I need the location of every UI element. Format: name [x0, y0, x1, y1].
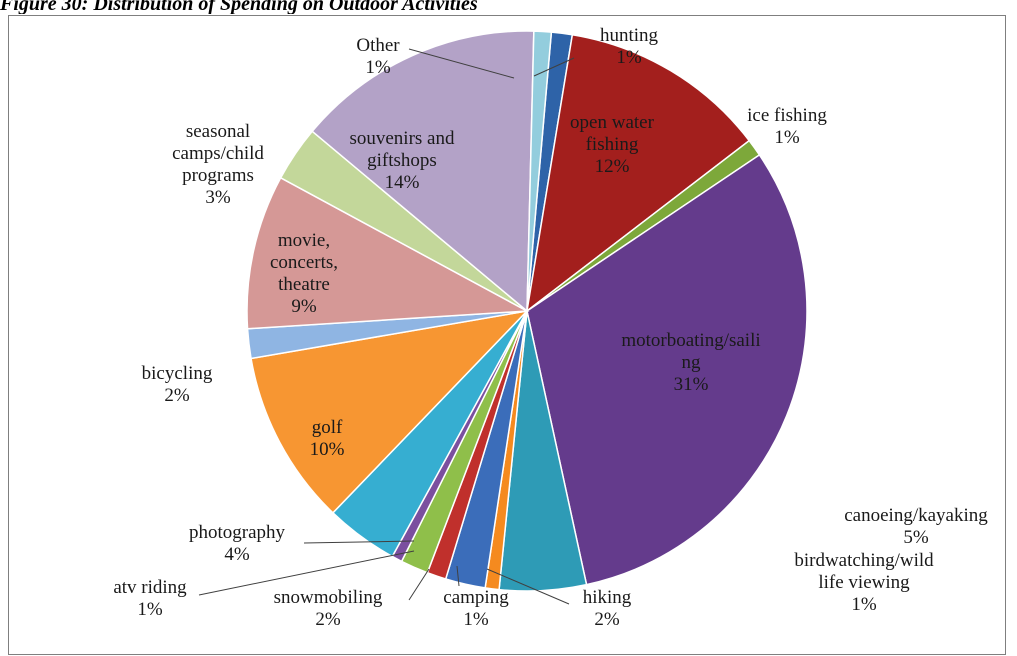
slice-label-11: golf 10% [310, 417, 345, 460]
slice-percent: 5% [903, 527, 929, 548]
slice-percent: 14% [385, 172, 420, 193]
pie-slice-3 [526, 153, 808, 586]
slice-label-text: hiking [583, 587, 632, 608]
slice-label-text: giftshops [367, 150, 437, 171]
slice-percent: 1% [365, 57, 391, 78]
slice-labels: hunting 1%open water fishing 12%ice fishing… [113, 25, 988, 630]
slice-label-text: souvenirs and [349, 128, 455, 149]
figure-caption: Figure 30: Distribution of Spending on O… [0, 0, 478, 14]
slice-label-12: bicycling 2% [142, 363, 213, 406]
slice-label-9: atv riding 1% [113, 577, 187, 620]
slice-percent: 4% [224, 544, 250, 565]
slice-percent: 1% [774, 127, 800, 148]
slice-label-text: motorboating/saili [621, 330, 760, 351]
slice-label-text: birdwatching/wild [794, 550, 934, 571]
leader-line-8 [408, 568, 430, 601]
slice-label-text: camping [443, 587, 509, 608]
pie-slice-1 [525, 33, 751, 313]
slice-label-14: seasonal camps/child programs 3% [172, 121, 264, 208]
slice-percent: 9% [291, 296, 317, 317]
pie-slice-13 [246, 176, 530, 330]
slice-label-0: hunting 1% [600, 25, 659, 68]
slice-percent: 31% [674, 374, 709, 395]
slice-label-text: programs [182, 165, 254, 186]
leader-line-16 [408, 48, 515, 79]
slice-percent: 3% [205, 187, 231, 208]
slice-percent: 10% [310, 439, 345, 460]
slice-label-text: Other [356, 35, 400, 56]
slice-label-text: hunting [600, 25, 659, 46]
slice-label-text: canoeing/kayaking [844, 505, 988, 526]
slice-label-1: open water fishing 12% [570, 112, 655, 177]
slice-label-2: ice fishing 1% [747, 105, 827, 148]
slice-percent: 1% [851, 594, 877, 615]
slice-label-text: seasonal [186, 121, 250, 142]
slice-label-text: atv riding [113, 577, 187, 598]
slice-percent: 2% [164, 385, 190, 406]
leader-line-6 [486, 568, 570, 605]
leader-lines [198, 48, 575, 605]
leader-line-0 [533, 57, 575, 77]
slice-label-text: bicycling [142, 363, 213, 384]
slice-label-7: camping 1% [443, 587, 509, 630]
slice-label-4: canoeing/kayaking 5% [844, 505, 988, 548]
slice-label-text: concerts, [270, 252, 338, 273]
leader-line-9 [198, 550, 415, 596]
slice-percent: 12% [595, 156, 630, 177]
slice-label-text: golf [312, 417, 343, 438]
slice-label-8: snowmobiling 2% [274, 587, 383, 630]
slice-label-text: movie, [278, 230, 330, 251]
pie-slice-11 [250, 309, 530, 514]
slice-percent: 1% [616, 47, 642, 68]
slice-label-text: ng [682, 352, 702, 373]
slice-label-text: fishing [586, 134, 639, 155]
slice-label-text: ice fishing [747, 105, 827, 126]
slice-label-text: life viewing [818, 572, 910, 593]
slice-percent: 1% [463, 609, 489, 630]
slice-label-text: open water [570, 112, 655, 133]
pie-slice-16 [526, 30, 553, 312]
slice-label-text: photography [189, 522, 286, 543]
slice-label-13: movie, concerts, theatre 9% [270, 230, 338, 317]
slice-label-text: camps/child [172, 143, 264, 164]
chart-frame: hunting 1% open water fishing 12% ice fishing… [8, 15, 1006, 655]
pie-slice-15 [311, 30, 535, 313]
leader-line-7 [456, 565, 460, 587]
leader-line-10 [303, 540, 415, 544]
pie-slices [246, 30, 808, 592]
slice-label-text: theatre [278, 274, 330, 295]
slice-label-6: hiking 2% [583, 587, 632, 630]
pie-chart: hunting 1%open water fishing 12%ice fishing… [113, 25, 988, 630]
slice-label-15: souvenirs and giftshops 14% [349, 128, 455, 193]
slice-percent: 1% [137, 599, 163, 620]
slice-label-text: snowmobiling [274, 587, 383, 608]
slice-label-16: Other 1% [356, 35, 400, 78]
slice-label-10: photography 4% [189, 522, 286, 565]
slice-percent: 2% [594, 609, 620, 630]
slice-label-5: birdwatching/wild life viewing 1% [794, 550, 934, 615]
slice-label-3: motorboating/saili ng 31% [621, 330, 760, 395]
slice-percent: 2% [315, 609, 341, 630]
